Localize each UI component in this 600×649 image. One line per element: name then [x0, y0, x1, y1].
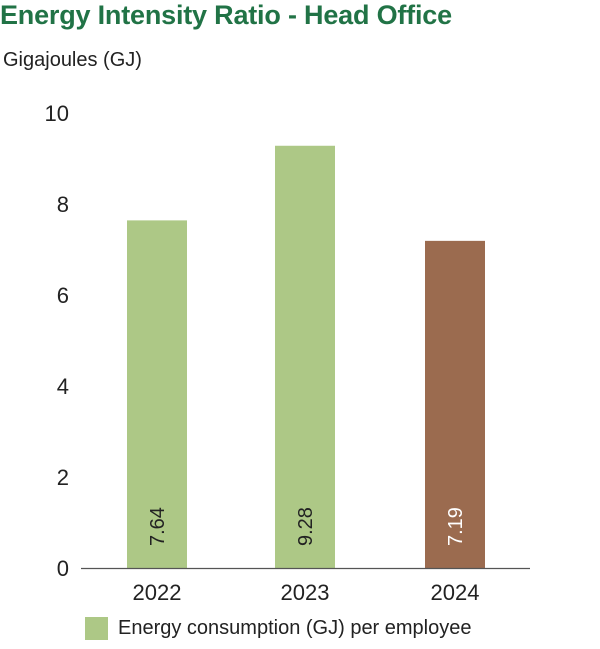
x-tick-label: 2024 [431, 580, 480, 605]
bar-value-label: 9.28 [295, 507, 317, 546]
legend-label: Energy consumption (GJ) per employee [118, 617, 472, 639]
bars [127, 145, 485, 569]
y-tick-label: 6 [57, 283, 69, 308]
y-tick-label: 2 [57, 465, 69, 490]
y-axis-ticks: 0 2 4 6 8 10 [45, 101, 69, 581]
x-tick-label: 2022 [133, 580, 182, 605]
y-tick-label: 8 [57, 192, 69, 217]
y-tick-label: 4 [57, 374, 69, 399]
legend-swatch [85, 617, 108, 640]
bar-2022 [127, 220, 187, 568]
bar-2023 [275, 145, 335, 568]
bar-value-label: 7.64 [147, 507, 169, 546]
x-tick-label: 2023 [281, 580, 330, 605]
x-axis-ticks: 2022 2023 2024 [133, 580, 480, 605]
bar-chart: 0 2 4 6 8 10 7.64 9.28 7.19 2022 2023 2024 [45, 101, 530, 605]
bar-2024 [425, 240, 485, 569]
y-tick-label: 10 [45, 101, 69, 126]
chart-title: Energy Intensity Ratio - Head Office [0, 0, 452, 30]
bar-value-label: 7.19 [445, 507, 467, 546]
y-tick-label: 0 [57, 556, 69, 581]
bar-data-labels: 7.64 9.28 7.19 [147, 507, 467, 546]
chart-subtitle: Gigajoules (GJ) [3, 49, 142, 71]
legend: Energy consumption (GJ) per employee [85, 617, 472, 640]
